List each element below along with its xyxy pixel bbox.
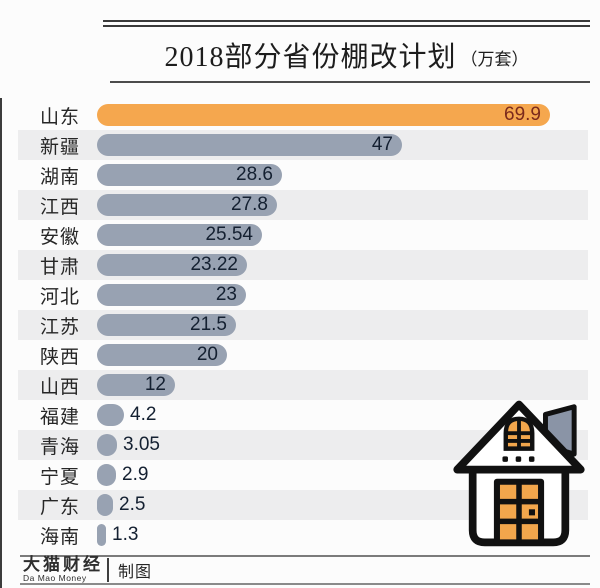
house-dot — [502, 456, 508, 462]
bar-zone-1: 47 — [97, 134, 588, 156]
bar-zone-3: 27.8 — [97, 194, 588, 216]
bar-1: 47 — [97, 134, 402, 156]
bar-zone-4: 25.54 — [97, 224, 588, 246]
bar-5: 23.22 — [97, 254, 247, 276]
bar-11 — [97, 434, 117, 456]
bar-value-14: 1.3 — [112, 524, 139, 545]
bar-9: 12 — [97, 374, 175, 396]
row-label-5: 甘肃 — [39, 256, 80, 278]
row-label-13: 广东 — [39, 496, 80, 518]
row-label-4: 安徽 — [39, 226, 80, 248]
bar-3: 27.8 — [97, 194, 277, 216]
brand-logo: 大猫财经 Da Mao Money — [23, 556, 103, 583]
house-dot — [528, 456, 535, 462]
brand-subtitle: Da Mao Money — [23, 573, 87, 584]
chart-row-12: 宁夏 2.9 — [18, 460, 588, 490]
title-top-rule — [103, 20, 590, 27]
bar-14 — [97, 524, 106, 546]
row-label-3: 江西 — [39, 196, 80, 218]
bar-value-10: 4.2 — [130, 404, 157, 425]
row-label-0: 山东 — [39, 106, 80, 128]
brand-name: 大猫财经 — [23, 555, 103, 575]
bar-value-8: 20 — [196, 344, 218, 365]
chart-row-3: 江西 27.8 — [18, 190, 588, 220]
bar-zone-8: 20 — [97, 344, 588, 366]
chart-row-8: 陕西 20 — [18, 340, 588, 370]
bar-zone-0: 69.9 — [97, 104, 588, 126]
bar-value-0: 69.9 — [504, 104, 541, 125]
chart-row-2: 湖南 28.6 — [18, 160, 588, 190]
bar-zone-2: 28.6 — [97, 164, 588, 186]
bar-value-1: 47 — [371, 134, 393, 155]
chart-row-1: 新疆 47 — [18, 130, 588, 160]
bar-13 — [97, 494, 113, 516]
bar-12 — [97, 464, 116, 486]
bar-zone-12: 2.9 — [97, 464, 588, 486]
house-doorknob — [528, 509, 535, 516]
bar-zone-10: 4.2 — [97, 404, 588, 426]
bar-value-6: 23 — [215, 284, 237, 305]
left-edge-line — [0, 98, 2, 588]
chart-row-4: 安徽 25.54 — [18, 220, 588, 250]
bar-8: 20 — [97, 344, 227, 366]
chart-row-6: 河北 23 — [18, 280, 588, 310]
bar-value-7: 21.5 — [190, 314, 227, 335]
bar-6: 23 — [97, 284, 246, 306]
row-label-12: 宁夏 — [39, 466, 80, 488]
bar-zone-13: 2.5 — [97, 494, 588, 516]
row-label-10: 福建 — [39, 406, 80, 428]
row-label-1: 新疆 — [39, 136, 80, 158]
footer-bottom-rule — [20, 583, 590, 585]
bar-value-2: 28.6 — [236, 164, 273, 185]
bar-value-13: 2.5 — [119, 494, 146, 515]
row-label-6: 河北 — [39, 286, 80, 308]
house-dot — [515, 456, 522, 462]
bar-0: 69.9 — [97, 104, 550, 126]
chart-rows: 山东 69.9 新疆 47 湖南 28.6 江西 27.8 安徽 25.54 甘肃 23.22 河北 23… — [0, 100, 600, 550]
row-label-8: 陕西 — [39, 346, 80, 368]
bar-zone-14: 1.3 — [97, 524, 588, 546]
chart-row-5: 甘肃 23.22 — [18, 250, 588, 280]
chart-title: 2018部分省份棚改计划 （万套） — [103, 33, 590, 77]
chart-row-9: 山西 12 — [18, 370, 588, 400]
bar-zone-11: 3.05 — [97, 434, 588, 456]
bar-value-12: 2.9 — [122, 464, 149, 485]
row-label-7: 江苏 — [39, 316, 80, 338]
footer-divider — [107, 557, 109, 582]
chart-row-14: 海南 1.3 — [18, 520, 588, 550]
bar-4: 25.54 — [97, 224, 262, 246]
bar-zone-5: 23.22 — [97, 254, 588, 276]
title-bottom-rule — [110, 81, 590, 83]
bar-value-5: 23.22 — [190, 254, 238, 275]
bar-value-4: 25.54 — [205, 224, 253, 245]
chart-row-10: 福建 4.2 — [18, 400, 588, 430]
bar-zone-6: 23 — [97, 284, 588, 306]
bar-10 — [97, 404, 124, 426]
page-title: 2018部分省份棚改计划 — [164, 42, 457, 73]
house-icon — [453, 400, 585, 547]
row-label-14: 海南 — [39, 526, 80, 548]
row-label-11: 青海 — [39, 436, 80, 458]
bar-value-11: 3.05 — [123, 434, 160, 455]
footer-credit: 制图 — [118, 563, 153, 581]
bar-value-9: 12 — [144, 374, 166, 395]
bar-value-3: 27.8 — [231, 194, 268, 215]
bar-2: 28.6 — [97, 164, 282, 186]
bar-7: 21.5 — [97, 314, 236, 336]
bar-zone-7: 21.5 — [97, 314, 588, 336]
footer-top-rule — [20, 555, 590, 557]
row-label-2: 湖南 — [39, 166, 80, 188]
bar-zone-9: 12 — [97, 374, 588, 396]
chart-row-0: 山东 69.9 — [18, 100, 588, 130]
chart-row-7: 江苏 21.5 — [18, 310, 588, 340]
footer: 大猫财经 Da Mao Money 制图 — [23, 556, 153, 583]
row-label-9: 山西 — [39, 376, 80, 398]
title-unit: （万套） — [460, 49, 529, 69]
